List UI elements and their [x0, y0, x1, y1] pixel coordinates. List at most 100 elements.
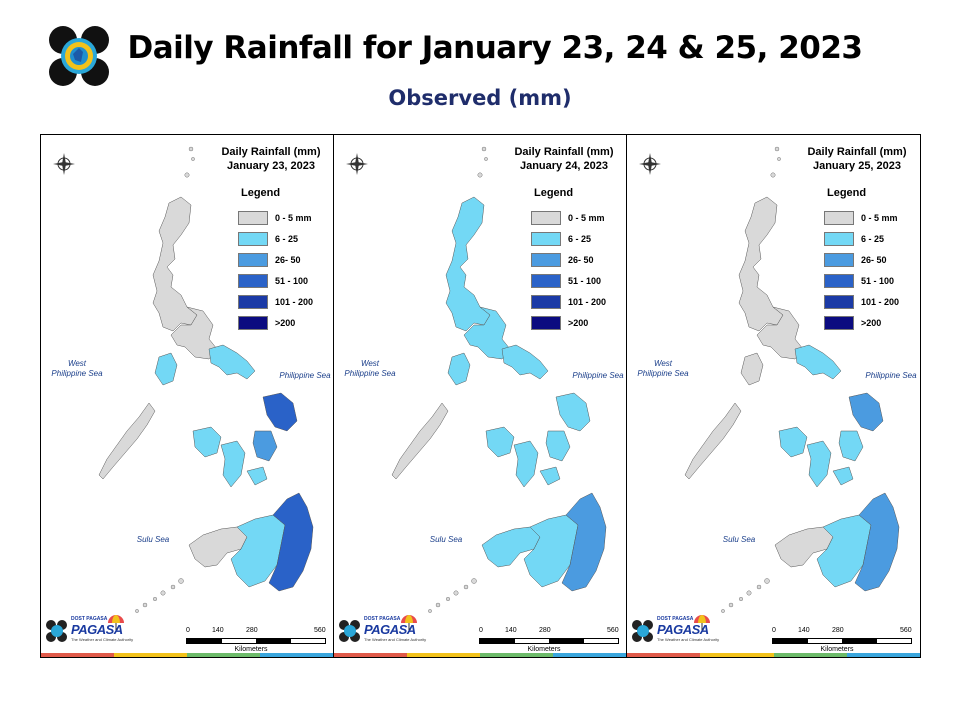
- sea-label-east: Philippine Sea: [572, 371, 624, 380]
- legend: 0 - 5 mm 6 - 25 26- 50 51 - 100 101 - 200 >20…: [824, 207, 899, 333]
- legend-label: 0 - 5 mm: [275, 212, 312, 223]
- dost-pagasa-logo: [47, 24, 111, 88]
- compass-rose-icon: [346, 153, 368, 175]
- panel-title: Daily Rainfall (mm) January 24, 2023: [504, 145, 624, 173]
- pagasa-emblem-icon: [632, 620, 653, 642]
- region-leyte: [545, 430, 571, 462]
- legend-swatch: [238, 231, 268, 246]
- panel-title: Daily Rainfall (mm) January 25, 2023: [797, 145, 917, 173]
- legend-swatch: [824, 252, 854, 267]
- legend-label: 51 - 100: [861, 275, 895, 286]
- rainfall-map-panel-3: Daily Rainfall (mm) January 25, 2023 Leg…: [627, 135, 920, 657]
- legend-label: 26- 50: [568, 254, 594, 265]
- region-mindoro: [447, 352, 471, 386]
- region-panay: [485, 426, 515, 458]
- region-samar: [555, 392, 591, 432]
- region-mindoro: [740, 352, 764, 386]
- legend-swatch: [824, 231, 854, 246]
- batanes-islands: [184, 146, 195, 178]
- region-bohol: [832, 466, 854, 486]
- legend-label: 101 - 200: [275, 296, 314, 307]
- legend-label: >200: [568, 317, 589, 328]
- maps-frame: Daily Rainfall (mm) January 23, 2023 Leg…: [40, 134, 921, 658]
- region-bohol: [246, 466, 268, 486]
- scale-tick-2: 280: [539, 627, 551, 634]
- legend-item: 0 - 5 mm: [531, 207, 606, 228]
- sea-label-east: Philippine Sea: [865, 371, 917, 380]
- region-samar: [262, 392, 298, 432]
- panel-title: Daily Rainfall (mm) January 23, 2023: [211, 145, 331, 173]
- scale-tick-1: 140: [798, 627, 810, 634]
- legend-swatch: [824, 315, 854, 330]
- rainfall-map-panel-1: Daily Rainfall (mm) January 23, 2023 Leg…: [41, 135, 334, 657]
- scale-unit: Kilometers: [234, 646, 268, 653]
- region-leyte: [252, 430, 278, 462]
- sea-label-west: West Philippine Sea: [344, 359, 396, 378]
- legend-swatch: [824, 210, 854, 225]
- legend-item: 6 - 25: [531, 228, 606, 249]
- panel-title-date: January 24, 2023: [519, 160, 609, 172]
- scale-bar: 0 140 280 560 Kilometers: [772, 627, 912, 653]
- legend-swatch: [824, 294, 854, 309]
- scale-tick-0: 0: [479, 627, 483, 634]
- panel-title-date: January 25, 2023: [812, 160, 902, 172]
- sulu-archipelago: [428, 578, 477, 613]
- pagasa-emblem-icon: [339, 620, 360, 642]
- pagasa-name: PAGASA: [364, 622, 416, 637]
- region-bohol: [539, 466, 561, 486]
- region-bicol: [208, 344, 256, 380]
- region-panay: [778, 426, 808, 458]
- page-title: Daily Rainfall for January 23, 24 & 25, …: [127, 30, 863, 66]
- compass-rose-icon: [53, 153, 75, 175]
- batanes-islands: [477, 146, 488, 178]
- legend-swatch: [531, 315, 561, 330]
- pagasa-name: PAGASA: [71, 622, 123, 637]
- legend-item: 51 - 100: [824, 270, 899, 291]
- region-panay: [192, 426, 222, 458]
- pagasa-emblem-icon: [46, 620, 67, 642]
- pagasa-brand: DOST PAGASA: [71, 616, 108, 622]
- legend-swatch: [531, 294, 561, 309]
- legend-label: 101 - 200: [568, 296, 607, 307]
- legend-label: 0 - 5 mm: [568, 212, 605, 223]
- legend-item: >200: [531, 312, 606, 333]
- rainfall-map-panel-2: Daily Rainfall (mm) January 24, 2023 Leg…: [334, 135, 627, 657]
- pagasa-logo: DOST PAGASA PAGASA The Weather and Clima…: [338, 613, 426, 649]
- region-mindanao-east: [268, 492, 314, 592]
- legend-swatch: [531, 210, 561, 225]
- region-samar: [848, 392, 884, 432]
- legend-item: 101 - 200: [238, 291, 313, 312]
- sulu-archipelago: [135, 578, 184, 613]
- legend-label: 101 - 200: [861, 296, 900, 307]
- legend-swatch: [531, 252, 561, 267]
- legend-label: >200: [275, 317, 296, 328]
- region-bicol: [794, 344, 842, 380]
- region-mindanao-east: [854, 492, 900, 592]
- sea-label-sulu: Sulu Sea: [429, 535, 463, 544]
- region-north-luzon: [445, 196, 491, 332]
- pagasa-tagline: The Weather and Climate Authority: [657, 637, 720, 642]
- legend-item: 6 - 25: [824, 228, 899, 249]
- legend-item: 0 - 5 mm: [238, 207, 313, 228]
- region-negros: [220, 440, 246, 488]
- legend-swatch: [531, 273, 561, 288]
- scale-tick-1: 140: [505, 627, 517, 634]
- region-negros: [806, 440, 832, 488]
- scale-tick-3: 560: [607, 627, 619, 634]
- legend-title: Legend: [827, 187, 867, 199]
- philippines-map: [684, 146, 900, 613]
- umbrella-icon: [694, 615, 710, 630]
- scale-bar: 0 140 280 560 Kilometers: [479, 627, 619, 653]
- legend-item: 51 - 100: [238, 270, 313, 291]
- region-mindanao-east: [561, 492, 607, 592]
- region-palawan: [684, 402, 742, 480]
- scale-tick-3: 560: [314, 627, 326, 634]
- color-stripe: [41, 653, 333, 657]
- panel-title-line1: Daily Rainfall (mm): [221, 146, 321, 158]
- legend-swatch: [238, 252, 268, 267]
- batanes-islands: [770, 146, 781, 178]
- legend-item: 51 - 100: [531, 270, 606, 291]
- legend-item: 26- 50: [531, 249, 606, 270]
- legend-swatch: [824, 273, 854, 288]
- panel-title-line1: Daily Rainfall (mm): [514, 146, 614, 158]
